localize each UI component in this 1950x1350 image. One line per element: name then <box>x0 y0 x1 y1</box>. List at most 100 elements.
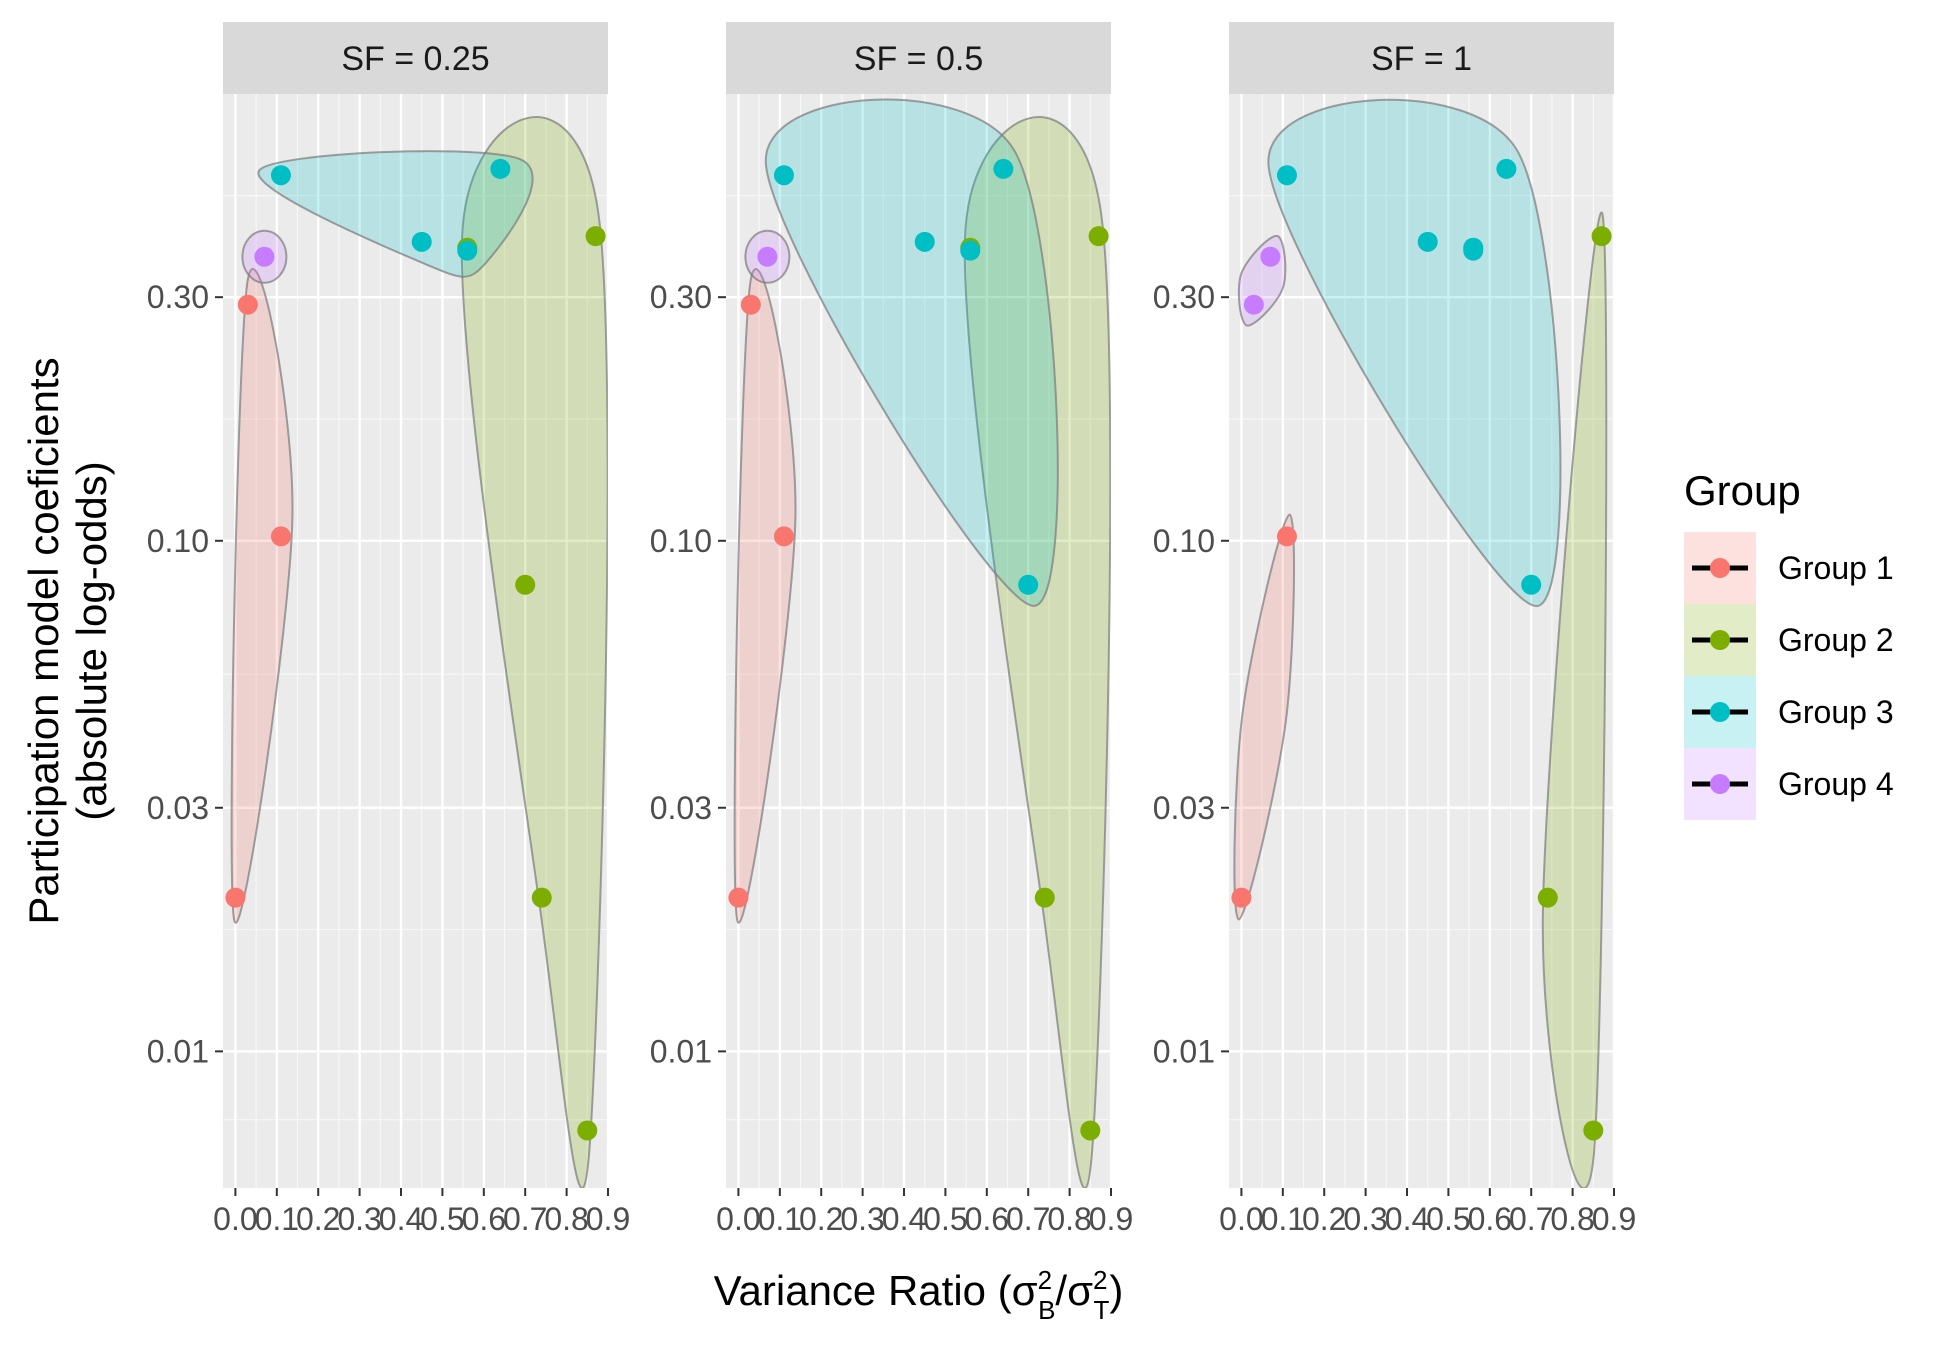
plot-background <box>223 94 608 1188</box>
y-tick-label: 0.30 <box>147 279 209 315</box>
facet-panel-3: SF = 1 0.00.10.20.30.40.50.60.70.80.9 0.01… <box>1153 22 1636 1237</box>
y-axis: 0.01 0.03 0.10 0.30 <box>147 279 223 1069</box>
data-point-group-2 <box>1583 1120 1604 1141</box>
legend-key-point <box>1710 558 1730 578</box>
data-point-group-2 <box>1537 887 1558 908</box>
y-tick-label: 0.01 <box>147 1033 209 1069</box>
x-tick-label: 0.2 <box>1302 1201 1346 1237</box>
data-point-group-3 <box>773 165 794 186</box>
facet-strip <box>1229 22 1614 94</box>
legend-label: Group 1 <box>1778 550 1894 586</box>
data-point-group-2 <box>515 574 536 595</box>
data-point-group-2 <box>1591 226 1612 247</box>
y-tick-label: 0.10 <box>1153 523 1215 559</box>
facet-strip-label: SF = 0.25 <box>341 40 489 78</box>
data-point-group-4 <box>254 246 275 267</box>
y-tick-label: 0.01 <box>650 1033 712 1069</box>
data-point-group-1 <box>237 294 258 315</box>
y-tick-label: 0.10 <box>147 523 209 559</box>
legend-key-point <box>1710 630 1730 650</box>
facet-strip-label: SF = 1 <box>1371 40 1472 78</box>
legend-label: Group 3 <box>1778 694 1894 730</box>
x-tick-label: 0.4 <box>1385 1201 1429 1237</box>
x-tick-label: 0.1 <box>255 1201 299 1237</box>
x-tick-label: 0.5 <box>1426 1201 1470 1237</box>
y-tick-label: 0.01 <box>1153 1033 1215 1069</box>
x-tick-label: 0.2 <box>799 1201 843 1237</box>
envelope-group-3 <box>764 98 1059 607</box>
data-point-group-1 <box>728 887 749 908</box>
x-tick-label: 0.6 <box>965 1201 1009 1237</box>
data-point-group-3 <box>411 231 432 252</box>
y-tick-label: 0.10 <box>650 523 712 559</box>
data-point-group-3 <box>457 240 478 261</box>
envelope-group-2 <box>460 116 608 1188</box>
data-point-group-3 <box>490 158 511 179</box>
data-point-group-3 <box>1496 158 1517 179</box>
facet-strip-label: SF = 0.5 <box>854 40 983 78</box>
data-point-group-3 <box>1463 240 1484 261</box>
data-point-group-2 <box>577 1120 598 1141</box>
envelope-group-2 <box>1541 211 1608 1188</box>
legend-title: Group <box>1684 467 1801 514</box>
x-tick-label: 0.0 <box>1219 1201 1263 1237</box>
x-axis: 0.00.10.20.30.40.50.60.70.80.9 <box>213 1188 630 1237</box>
x-tick-label: 0.7 <box>503 1201 547 1237</box>
y-axis-subtitle: (absolute log-odds) <box>68 461 115 821</box>
data-point-group-3 <box>270 165 291 186</box>
data-point-group-3 <box>993 158 1014 179</box>
y-tick-label: 0.30 <box>1153 279 1215 315</box>
data-points <box>225 158 606 1141</box>
x-tick-label: 0.5 <box>923 1201 967 1237</box>
x-tick-label: 0.1 <box>1261 1201 1305 1237</box>
y-tick-label: 0.03 <box>147 790 209 826</box>
y-tick-label: 0.30 <box>650 279 712 315</box>
data-point-group-2 <box>585 226 606 247</box>
legend: Group Group 1 Group 2 Group 3 Group 4 <box>1684 467 1894 820</box>
data-point-group-1 <box>225 887 246 908</box>
data-points <box>1231 158 1612 1141</box>
x-tick-label: 0.1 <box>758 1201 802 1237</box>
axis-titles: Variance Ratio (σ2 B/σ2 T) Participation mo… <box>20 357 1123 1325</box>
facet-panel-1: SF = 0.250.00.10.20.30.40.50.60.70.80.90… <box>147 22 630 1237</box>
envelope-group-3 <box>1267 98 1562 608</box>
x-tick-label: 0.8 <box>1047 1201 1091 1237</box>
x-tick-label: 0.4 <box>379 1201 423 1237</box>
x-tick-label: 0.5 <box>420 1201 464 1237</box>
envelope-group-1 <box>733 268 797 924</box>
y-tick-label: 0.03 <box>1153 790 1215 826</box>
envelope-group-1 <box>230 268 294 924</box>
x-axis: 0.00.10.20.30.40.50.60.70.80.9 <box>1219 1188 1636 1237</box>
data-point-group-3 <box>1276 165 1297 186</box>
data-point-group-3 <box>1521 574 1542 595</box>
x-tick-label: 0.9 <box>1592 1201 1636 1237</box>
data-point-group-3 <box>914 231 935 252</box>
data-point-group-3 <box>1018 574 1039 595</box>
data-point-group-2 <box>1088 226 1109 247</box>
legend-item-group-2: Group 2 <box>1684 604 1894 676</box>
data-point-group-1 <box>773 526 794 547</box>
x-tick-label: 0.0 <box>213 1201 257 1237</box>
data-point-group-2 <box>531 887 552 908</box>
x-tick-label: 0.3 <box>337 1201 381 1237</box>
envelope-group-1 <box>1233 513 1295 921</box>
legend-item-group-3: Group 3 <box>1684 676 1894 748</box>
x-tick-label: 0.4 <box>882 1201 926 1237</box>
data-point-group-4 <box>757 246 778 267</box>
data-point-group-4 <box>1243 294 1264 315</box>
y-axis: 0.01 0.03 0.10 0.30 <box>1153 279 1229 1069</box>
legend-key-point <box>1710 702 1730 722</box>
data-point-group-4 <box>1260 246 1281 267</box>
data-point-group-1 <box>270 526 291 547</box>
x-axis: 0.00.10.20.30.40.50.60.70.80.9 <box>716 1188 1133 1237</box>
legend-label: Group 2 <box>1778 622 1894 658</box>
x-tick-label: 0.2 <box>296 1201 340 1237</box>
facet-strip <box>726 22 1111 94</box>
panels-layer: SF = 0.250.00.10.20.30.40.50.60.70.80.90… <box>147 22 1636 1237</box>
x-tick-label: 0.3 <box>840 1201 884 1237</box>
x-tick-label: 0.3 <box>1343 1201 1387 1237</box>
x-tick-label: 0.8 <box>544 1201 588 1237</box>
data-point-group-2 <box>1034 887 1055 908</box>
x-tick-label: 0.9 <box>586 1201 630 1237</box>
